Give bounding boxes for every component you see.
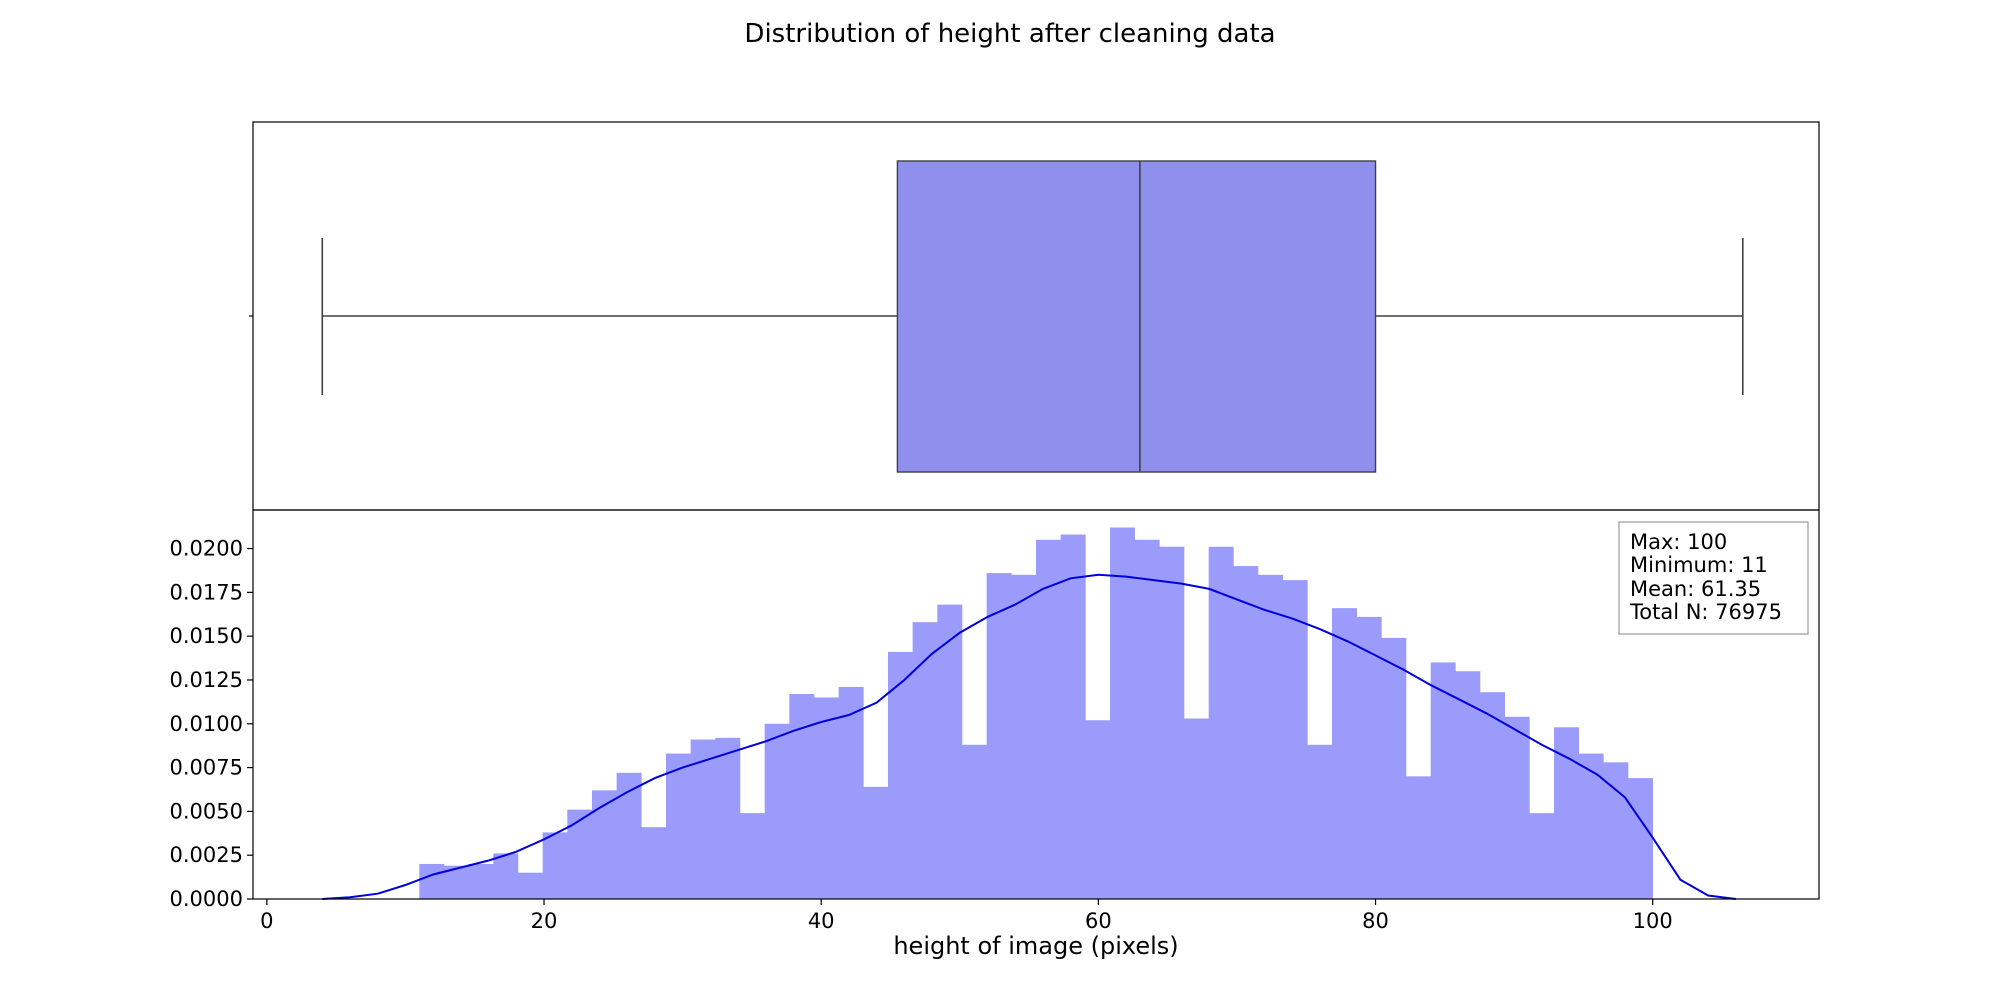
histogram-bar [517,872,543,899]
y-tick-label: 0.0175 [170,580,243,604]
histogram-bar [665,753,691,899]
x-axis-label: height of image (pixels) [893,932,1178,960]
y-tick-label: 0.0125 [170,668,243,692]
histogram-bar [937,604,963,899]
y-tick-label: 0.0075 [170,756,243,780]
stats-total-n: Total N: 76975 [1629,600,1782,624]
x-tick-label: 60 [1085,909,1112,933]
histogram-bar [1455,671,1481,899]
histogram-bar [468,863,494,899]
y-tick-label: 0.0025 [170,843,243,867]
histogram-bar [1233,566,1259,899]
histogram-bar [1332,608,1357,899]
histogram-bar [1060,534,1086,899]
x-tick-label: 80 [1362,909,1389,933]
stats-box-frame [1618,521,1809,635]
histogram-bar [1011,574,1037,899]
x-tick-label: 20 [531,909,558,933]
histogram-bar [641,827,667,899]
histogram-bar [1381,637,1407,899]
histogram-bar [1578,753,1604,899]
histogram-bar [813,697,839,899]
histogram-bar [1504,716,1530,899]
y-tick-label: 0.0200 [170,537,243,561]
histogram-bar [1356,616,1382,899]
histogram-bar [838,686,864,899]
histogram-panel: 0 20 40 60 80 100 0.00000.00250.00500.00750.0… [170,509,1820,960]
histogram-bar [912,622,938,899]
histogram-bars [419,527,1653,899]
histogram-bar [1282,580,1308,899]
y-tick-label: 0.0050 [170,799,243,823]
stats-minimum: Minimum: 11 [1630,553,1768,577]
histogram-bar [1430,662,1456,899]
x-tick-label: 0 [260,909,273,933]
histogram-bar [567,809,593,899]
histogram-bar [1258,574,1283,899]
stats-annotation-box: Max: 100 Minimum: 11 Mean: 61.35 Total N… [1618,521,1809,635]
histogram-bar [1085,720,1111,899]
histogram-bar [986,573,1012,899]
stats-mean: Mean: 61.35 [1630,577,1761,601]
histogram-bar [419,863,445,899]
histogram-frame [252,509,1820,900]
histogram-bar [1307,744,1333,899]
histogram-bar [1406,776,1431,899]
histogram-bar [542,832,568,899]
y-tick-label: 0.0150 [170,624,243,648]
histogram-bar [1036,539,1061,899]
histogram-bar [887,651,913,899]
histogram-bar [1529,813,1555,899]
histogram-bar [616,772,642,899]
histogram-bar [715,737,741,899]
histogram-bar [863,786,889,899]
boxplot-panel [249,121,1820,511]
histogram-bar [591,790,617,899]
histogram-bar [739,813,765,899]
histogram-bar [690,739,716,899]
y-axis-ticks: 0.0000 0.0025 0.0050 0.0075 0.0100 0.0125 0.01… [170,537,253,911]
chart-title: Distribution of height after cleaning da… [744,19,1275,49]
histogram-bar [961,744,987,899]
histogram-bar [764,723,790,899]
x-tick-label: 40 [808,909,835,933]
x-tick-label: 100 [1633,909,1673,933]
histogram-bar [1554,727,1579,899]
histogram-bar [1480,692,1505,899]
histogram-bar [493,853,519,899]
histogram-bar [1134,539,1160,899]
histogram-bar [1628,778,1653,899]
y-tick-label: 0.0000 [170,887,243,911]
x-axis-ticks: 0 20 40 60 80 100 [260,899,1673,933]
stats-max: Max: 100 [1630,530,1727,554]
histogram-bar [1208,546,1234,899]
histogram-bar [1159,546,1185,899]
histogram-bar [1110,527,1135,899]
y-tick-label: 0.0100 [170,712,243,736]
histogram-bar [1603,762,1629,899]
iqr-box [896,160,1377,473]
kde-curve [322,573,1736,900]
histogram-bar [1184,718,1209,899]
